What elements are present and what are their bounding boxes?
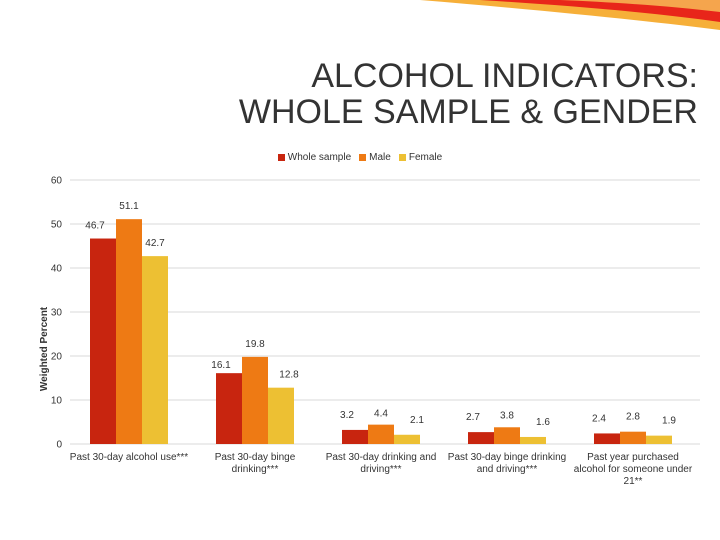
- legend-label-male: Male: [369, 152, 391, 163]
- x-tick-label-2-line-0: Past 30-day drinking and: [326, 452, 437, 463]
- y-tick-label-40: 40: [51, 264, 63, 275]
- chart-data-labels: 46.7 51.1 42.7 16.1 19.8 12.8 3.2 4.4 2.1 2.7 3.8 1…: [85, 201, 676, 428]
- bar-whole-sample-0: [90, 238, 116, 444]
- data-label-male-3: 3.8: [500, 410, 514, 421]
- legend-swatch-female: [398, 154, 406, 161]
- bar-female-2: [394, 434, 420, 444]
- bar-female-4: [646, 435, 672, 444]
- bar-whole-sample-1: [216, 373, 242, 444]
- data-label-whole-sample-2: 3.2: [340, 410, 354, 421]
- data-label-female-0: 42.7: [145, 238, 165, 249]
- y-tick-label-50: 50: [51, 220, 63, 231]
- data-label-whole-sample-0: 46.7: [85, 221, 105, 232]
- chart-legend: Whole sample Male Female: [0, 152, 720, 163]
- data-label-whole-sample-1: 16.1: [211, 360, 231, 371]
- x-tick-label-3-line-0: Past 30-day binge drinking: [448, 452, 566, 463]
- data-label-male-0: 51.1: [119, 201, 139, 212]
- x-tick-label-0: Past 30-day alcohol use***: [70, 452, 189, 463]
- slide-title: ALCOHOL INDICATORS: WHOLE SAMPLE & GENDE…: [138, 58, 698, 130]
- decorative-swoosh: [420, 0, 720, 30]
- bar-whole-sample-4: [594, 433, 620, 444]
- x-tick-label-2: Past 30-day drinking and driving***: [326, 452, 437, 475]
- x-tick-label-3: Past 30-day binge drinking and driving***: [448, 452, 566, 475]
- x-tick-label-3-line-1: and driving***: [477, 464, 538, 475]
- x-tick-label-1: Past 30-day binge drinking***: [215, 452, 296, 475]
- legend-label-whole-sample: Whole sample: [287, 152, 352, 163]
- x-tick-label-1-line-1: drinking***: [232, 464, 279, 475]
- bar-male-4: [620, 431, 646, 444]
- chart-bars: [90, 219, 672, 444]
- data-label-female-4: 1.9: [662, 416, 676, 427]
- x-tick-label-4-line-1: alcohol for someone under: [574, 464, 693, 475]
- legend-item-whole-sample: Whole sample: [277, 152, 352, 163]
- chart-y-axis: 0 10 20 30 40 50 60 Weighted Percent: [39, 176, 62, 451]
- y-tick-label-30: 30: [51, 308, 63, 319]
- y-tick-label-60: 60: [51, 176, 63, 187]
- data-label-female-3: 1.6: [536, 417, 550, 428]
- data-label-male-1: 19.8: [245, 339, 265, 350]
- bar-male-1: [242, 356, 268, 444]
- chart-x-axis: Past 30-day alcohol use*** Past 30-day bi…: [70, 452, 693, 487]
- slide-title-line-2: WHOLE SAMPLE & GENDER: [238, 93, 698, 131]
- y-tick-label-10: 10: [51, 396, 63, 407]
- x-tick-label-4: Past year purchased alcohol for someone u…: [574, 452, 693, 487]
- data-label-whole-sample-4: 2.4: [592, 413, 606, 424]
- data-label-whole-sample-3: 2.7: [466, 412, 480, 423]
- slide-title-line-1: ALCOHOL INDICATORS:: [311, 57, 698, 95]
- legend-item-female: Female: [398, 152, 443, 163]
- legend-swatch-male: [359, 154, 367, 161]
- data-label-female-2: 2.1: [410, 415, 424, 426]
- legend-label-female: Female: [408, 152, 443, 163]
- x-tick-label-4-line-0: Past year purchased: [587, 452, 679, 463]
- data-label-male-2: 4.4: [374, 409, 388, 420]
- y-tick-label-0: 0: [56, 440, 62, 451]
- bar-female-0: [142, 256, 168, 444]
- legend-item-male: Male: [359, 152, 391, 163]
- y-tick-label-20: 20: [51, 352, 63, 363]
- bar-whole-sample-2: [342, 429, 368, 444]
- x-tick-label-2-line-1: driving***: [360, 464, 401, 475]
- bar-male-0: [116, 219, 142, 444]
- bar-whole-sample-3: [468, 432, 494, 444]
- y-axis-title: Weighted Percent: [39, 306, 50, 391]
- x-tick-label-4-line-2: 21**: [624, 476, 643, 487]
- data-label-female-1: 12.8: [279, 370, 299, 381]
- bar-female-1: [268, 387, 294, 444]
- x-tick-label-0-line-0: Past 30-day alcohol use***: [70, 452, 189, 463]
- bar-male-2: [368, 424, 394, 444]
- bar-male-3: [494, 427, 520, 444]
- bar-female-3: [520, 436, 546, 444]
- x-tick-label-1-line-0: Past 30-day binge: [215, 452, 296, 463]
- legend-swatch-whole-sample: [277, 154, 285, 161]
- data-label-male-4: 2.8: [626, 412, 640, 423]
